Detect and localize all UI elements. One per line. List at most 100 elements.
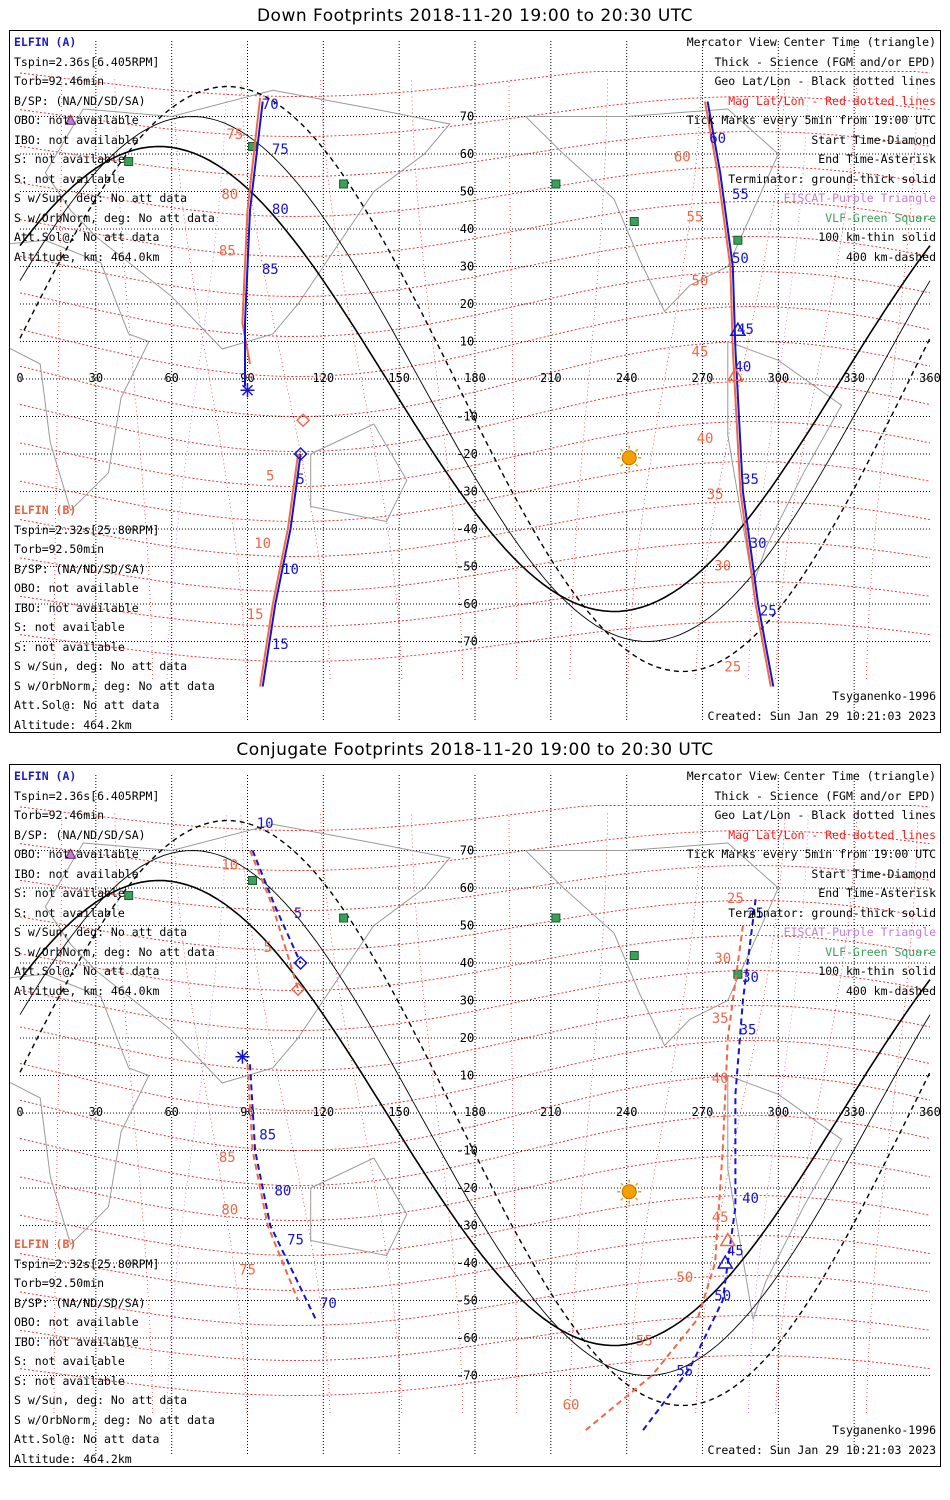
elfin-b-track	[241, 97, 262, 365]
elfin-a-info: ELFIN (A) Tspin=2.36s[6.405RPM] Torb=92.…	[14, 33, 215, 267]
mag-lat-line	[19, 271, 931, 337]
mag-lat-line	[19, 201, 931, 257]
elfin-a-tick-label: 25	[747, 906, 764, 922]
down-footprints-map: 0 30 60 90 120 150 180 210 240 270 300 330 360706050…	[10, 41, 940, 721]
elfin-a-track	[261, 453, 302, 687]
elfin-a-line: S: not available	[14, 886, 125, 900]
legend-item: 400 km-dashed	[845, 249, 936, 264]
elfin-a-tick-label: 10	[282, 562, 299, 578]
legend-item: Mercator View Center Time (triangle)	[686, 35, 936, 49]
elfin-a-track	[249, 1064, 317, 1320]
mag-lat-line	[19, 1115, 931, 1186]
mag-lon-line	[114, 812, 154, 1414]
lon-tick-label: 240	[616, 371, 638, 385]
lon-tick-label: 90	[240, 371, 254, 385]
elfin-a-line: Torb=92.46min	[14, 808, 105, 822]
elfin-a-tick-label: 70	[262, 97, 279, 113]
mag-lat-line	[19, 805, 931, 831]
elfin-a-line: S: not available	[14, 905, 125, 920]
vlf-station-square	[124, 157, 134, 166]
mag-lat-line	[19, 501, 931, 557]
elfin-a-line: Tspin=2.36s[6.405RPM]	[14, 788, 160, 803]
elfin-a-line: S: not available	[14, 171, 125, 186]
elfin-a-tick-label: 35	[740, 1022, 757, 1038]
elfin-b-line: OBO: not available	[14, 1315, 139, 1329]
elfin-a-track	[244, 101, 264, 387]
legend-item: Thick - Science (FGM and/or EPD)	[714, 54, 936, 69]
legend: Mercator View Center Time (triangle) Thi…	[687, 33, 936, 267]
elfin-a-header: ELFIN (A)	[14, 769, 77, 783]
elfin-b-tick-label: 35	[712, 1011, 729, 1027]
legend-item: Tick Marks every 5min from 19:00 UTC	[686, 113, 936, 127]
terminator-400km-line	[19, 819, 931, 1407]
elfin-a-line: S w/Sun, deg: No att data	[14, 925, 188, 939]
vlf-station-square	[629, 217, 639, 226]
elfin-a-tick-label: 10	[257, 816, 274, 832]
elfin-b-track	[704, 101, 772, 687]
mag-lat-line	[19, 166, 931, 217]
elfin-b-track	[583, 925, 744, 1433]
elfin-a-line: B/SP: (NA/ND/SD/SA)	[14, 93, 146, 108]
mag-lon-line	[320, 78, 403, 680]
mag-lon-line	[240, 78, 331, 680]
elfin-b-line: Torb=92.50min	[14, 1276, 105, 1290]
elfin-a-line: OBO: not available	[14, 113, 139, 127]
elfin-b-header: ELFIN (B)	[14, 503, 77, 517]
mag-lat-line	[19, 381, 931, 452]
sun-ray	[620, 1182, 624, 1186]
lon-tick-label: 120	[312, 1105, 334, 1119]
legend-item: Geo Lat/Lon - Black dotted lines	[714, 808, 936, 822]
elfin-b-center-triangle	[719, 1232, 737, 1247]
elfin-b-line: S w/OrbNorm, deg: No att data	[14, 1412, 215, 1427]
sun-icon	[621, 1184, 637, 1200]
lon-tick-label: 330	[843, 371, 865, 385]
elfin-b-line: Torb=92.50min	[14, 542, 105, 556]
elfin-b-tick-label: 25	[724, 660, 741, 676]
lat-tick-label: -10	[456, 1144, 478, 1158]
lat-tick-label: -70	[456, 635, 478, 649]
elfin-b-tick-label: 35	[707, 487, 724, 503]
mag-lat-line	[19, 421, 931, 487]
lat-tick-label: -50	[456, 560, 478, 574]
vlf-station-square	[551, 179, 561, 189]
elfin-b-line: S: not available	[14, 639, 125, 654]
elfin-b-tick-label: 40	[712, 1071, 729, 1087]
lon-tick-label: 60	[164, 1105, 178, 1119]
mag-lon-line	[508, 78, 518, 680]
lat-tick-label: 30	[460, 994, 474, 1008]
legend-item: EISCAT-Purple Triangle	[783, 925, 936, 939]
mag-lat-line	[19, 96, 931, 137]
lon-tick-label: 0	[16, 371, 23, 385]
sun-ray	[635, 1197, 639, 1201]
mag-lon-line	[695, 78, 786, 680]
vlf-station-square	[248, 876, 258, 885]
elfin-a-center-triangle	[716, 1254, 734, 1269]
mag-lat-line	[19, 1005, 931, 1071]
eiscat-triangle	[64, 114, 77, 125]
vlf-station-square	[629, 951, 639, 960]
elfin-b-tick-label: 40	[697, 431, 714, 447]
elfin-a-line: OBO: not available	[14, 847, 139, 861]
conjugate-footprints-map: 0 30 60 90 120 150 180 210 240 270 300 330 360706050…	[10, 775, 940, 1455]
elfin-b-line: B/SP: (NA/ND/SD/SA)	[14, 561, 146, 576]
elfin-a-line: Altitude, km: 464.0km	[14, 249, 160, 264]
mag-lon-line	[775, 78, 858, 680]
elfin-a-line: S: not available	[14, 152, 125, 166]
lon-tick-label: 30	[89, 1105, 103, 1119]
vlf-station-square	[339, 179, 349, 189]
sun-ray	[620, 463, 624, 467]
elfin-a-tick-label: 40	[742, 1191, 759, 1207]
elfin-a-tick-label: 60	[709, 131, 726, 147]
elfin-a-line: Altitude, km: 464.0km	[14, 983, 160, 998]
elfin-a-tick-label: 75	[287, 1232, 304, 1248]
lat-tick-label: 50	[460, 185, 474, 199]
elfin-b-tick-label: 55	[686, 210, 703, 226]
coastline	[525, 842, 779, 1047]
lon-tick-label: 120	[312, 371, 334, 385]
elfin-b-info: ELFIN (B) Tspin=2.32s[25.80RPM] Torb=92.…	[14, 501, 215, 732]
lon-tick-label: 270	[692, 1105, 714, 1119]
down-footprints-panel: 0 30 60 90 120 150 180 210 240 270 300 330 360 70 60 50…	[9, 30, 941, 733]
lon-tick-label: 180	[464, 1105, 486, 1119]
elfin-a-line: Tspin=2.36s[6.405RPM]	[14, 54, 160, 69]
coastline	[525, 108, 779, 313]
